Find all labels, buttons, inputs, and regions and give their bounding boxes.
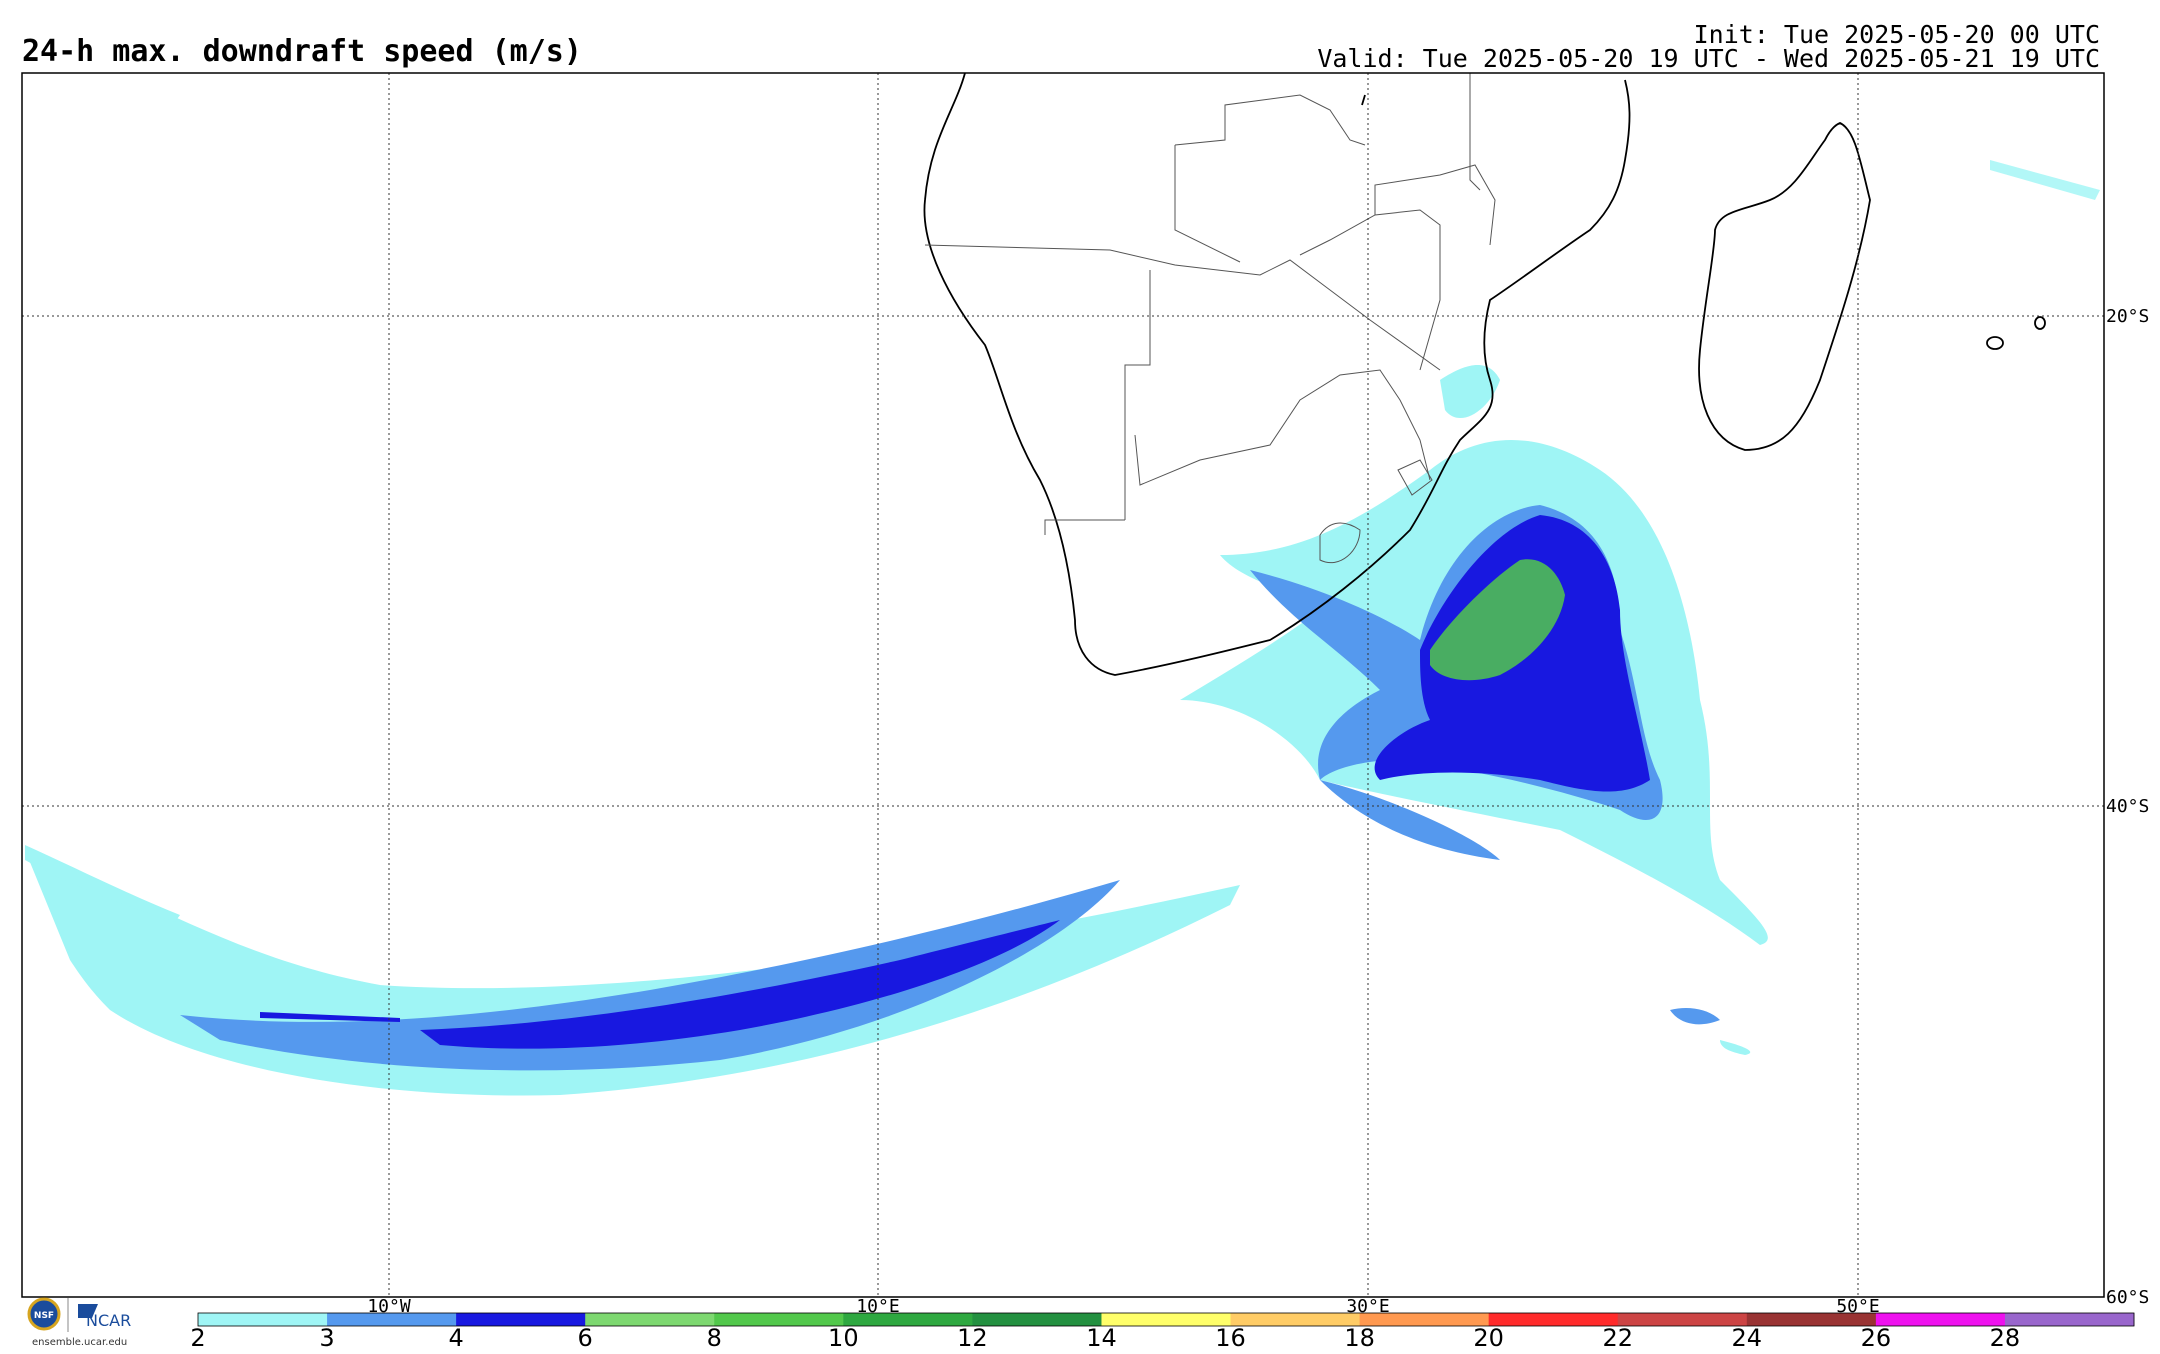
lat-label-40s: 40°S <box>2106 796 2149 817</box>
nsf-text: NSF <box>34 1311 54 1321</box>
colorbar-swatch <box>843 1313 973 1326</box>
colorbar-tick-label: 16 <box>1215 1324 1246 1352</box>
graticule <box>22 73 2104 1297</box>
swath-indian-tail <box>1320 780 1500 860</box>
logo-url: ensemble.ucar.edu <box>32 1337 128 1348</box>
border-zimbabwe <box>1299 209 1441 371</box>
nsf-seal-icon <box>27 1297 61 1331</box>
colorbar-tick-label: 8 <box>707 1324 722 1352</box>
border-namibia-sa <box>1044 519 1125 535</box>
colorbar-tick-label: 6 <box>578 1324 593 1352</box>
downdraft-swaths <box>25 160 2100 1096</box>
swath-small-blob-2 <box>1720 1040 1751 1055</box>
colorbar-swatch <box>198 1313 328 1326</box>
border-mozambique-west <box>1374 164 1496 246</box>
colorbar-tick-label: 24 <box>1732 1324 1763 1352</box>
swath-atlantic-tail <box>25 845 180 922</box>
map-title: 24-h max. downdraft speed (m/s) <box>22 34 582 69</box>
swath-ne-speckle <box>1990 160 2100 200</box>
init-time: Init: Tue 2025-05-20 00 UTC <box>1693 20 2100 49</box>
swath-atlantic-streak <box>260 1012 400 1022</box>
colorbar-swatch <box>972 1313 1102 1326</box>
colorbar-tick-label: 4 <box>448 1324 463 1352</box>
island-mauritius <box>1986 336 2004 350</box>
swath-indian-green <box>1430 559 1565 681</box>
colorbar-swatch <box>1875 1313 2006 1326</box>
colorbar-swatch <box>585 1313 715 1326</box>
country-borders <box>924 73 1496 564</box>
colorbar-swatch <box>1101 1313 1232 1326</box>
lon-label-30e: 30°E <box>1346 1296 1389 1317</box>
swath-atlantic-mid <box>180 880 1120 1071</box>
coastlines <box>923 72 2046 676</box>
border-zambia-north <box>1174 94 1366 146</box>
swath-indian-blob <box>1640 690 1680 720</box>
border-botswana-sa <box>1134 369 1431 486</box>
colorbar-swatch <box>456 1313 586 1326</box>
colorbar-swatch <box>327 1313 457 1326</box>
swath-atlantic-strong <box>420 920 1060 1049</box>
lake-fragment <box>1361 94 1366 106</box>
border-angola-namibia <box>924 244 1441 371</box>
island-reunion <box>2034 316 2046 330</box>
colorbar-tick-label: 10 <box>828 1324 859 1352</box>
lat-label-20s: 20°S <box>2106 306 2149 327</box>
colorbar-frame <box>197 1312 2135 1327</box>
colorbar-tick-label: 26 <box>1861 1324 1892 1352</box>
lon-label-10w: 10°W <box>367 1296 411 1317</box>
colorbar-tick-label: 22 <box>1602 1324 1633 1352</box>
colorbar: 2 3 4 6 8 10 12 14 16 18 20 22 24 26 28 <box>190 1312 2135 1352</box>
ncar-text: NCAR <box>86 1311 131 1330</box>
border-namibia-botswana <box>1124 270 1151 520</box>
colorbar-tick-label: 20 <box>1473 1324 1504 1352</box>
colorbar-tick-label: 12 <box>957 1324 988 1352</box>
colorbar-tick-label: 3 <box>319 1324 334 1352</box>
ncar-mark-icon <box>78 1304 98 1318</box>
swath-mozambique <box>1440 365 1500 419</box>
madagascar-coast <box>1698 122 1871 451</box>
colorbar-swatch <box>1746 1313 1877 1326</box>
border-eswatini <box>1397 459 1433 496</box>
colorbar-swatch <box>1359 1313 1490 1326</box>
colorbar-swatch <box>1617 1313 1748 1326</box>
border-lesotho <box>1319 522 1361 564</box>
colorbar-swatch <box>2004 1313 2135 1326</box>
colorbar-swatch <box>1488 1313 1619 1326</box>
colorbar-swatch <box>1230 1313 1361 1326</box>
colorbar-swatch <box>714 1313 844 1326</box>
swath-small-blob <box>1670 1008 1720 1025</box>
map-frame <box>21 72 2105 1298</box>
colorbar-tick-label: 18 <box>1344 1324 1375 1352</box>
border-malawi <box>1469 73 1481 191</box>
colorbar-tick-label: 2 <box>190 1324 205 1352</box>
lat-label-60s: 60°S <box>2106 1287 2149 1308</box>
africa-coast <box>923 72 1631 676</box>
nsf-ncar-logo: NSF NCAR <box>22 1296 157 1354</box>
border-angola-zambia <box>1174 145 1241 263</box>
lon-label-50e: 50°E <box>1836 1296 1879 1317</box>
colorbar-tick-label: 28 <box>1990 1324 2021 1352</box>
colorbar-tick-label: 14 <box>1086 1324 1117 1352</box>
valid-time: Valid: Tue 2025-05-20 19 UTC - Wed 2025-… <box>1317 44 2100 73</box>
lon-label-10e: 10°E <box>856 1296 899 1317</box>
